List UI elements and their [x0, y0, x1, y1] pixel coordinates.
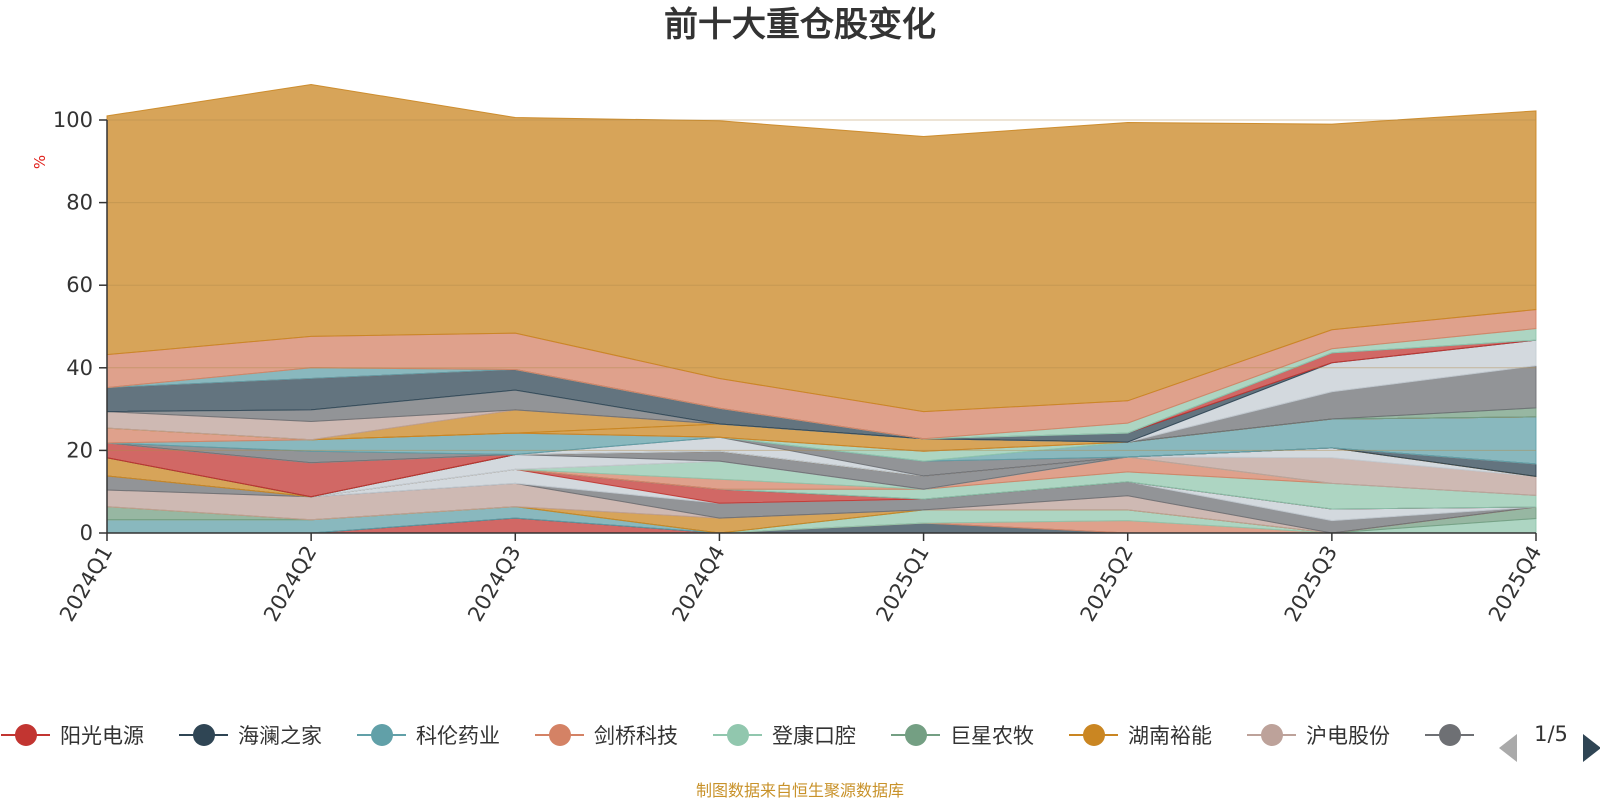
- legend-marker-icon: [727, 724, 749, 746]
- legend-items: 阳光电源 海澜之家 科伦药业 剑桥科技 登康口腔 巨星农牧 湖南裕能 沪电股份 恒: [1, 724, 1505, 748]
- legend-label: 湖南裕能: [1128, 724, 1212, 748]
- x-tick-label: 2024Q3: [463, 542, 525, 626]
- legend-marker-icon: [549, 724, 571, 746]
- data-source-footer: 制图数据来自恒生聚源数据库: [696, 781, 904, 800]
- x-tick-label: 2024Q2: [259, 542, 321, 626]
- y-tick-label: 60: [66, 273, 93, 297]
- y-axis-unit: %: [31, 155, 49, 169]
- y-tick-label: 80: [66, 191, 93, 215]
- x-tick-label: 2025Q2: [1076, 542, 1138, 626]
- legend-marker-icon: [15, 724, 37, 746]
- legend-label: 阳光电源: [60, 724, 144, 748]
- legend-label: 沪电股份: [1306, 724, 1390, 748]
- legend-marker-icon: [193, 724, 215, 746]
- legend-label: 登康口腔: [772, 724, 856, 748]
- y-tick-label: 100: [53, 108, 93, 132]
- x-tick-label: 2024Q1: [55, 542, 117, 626]
- legend-item[interactable]: 阳光电源: [1, 724, 144, 748]
- legend-item[interactable]: 登康口腔: [713, 724, 856, 748]
- legend-item[interactable]: 海澜之家: [179, 724, 322, 748]
- legend-item[interactable]: 沪电股份: [1247, 724, 1390, 748]
- legend-label: 剑桥科技: [594, 724, 678, 748]
- legend-label: 巨星农牧: [950, 724, 1034, 748]
- legend-label: 海澜之家: [238, 724, 322, 748]
- legend-marker-icon: [1083, 724, 1105, 746]
- legend-item[interactable]: 巨星农牧: [891, 724, 1034, 748]
- legend-label: 恒: [1484, 724, 1505, 748]
- area-其他[interactable]: [106, 83, 1537, 413]
- legend-page-indicator: 1/5: [1534, 722, 1568, 746]
- legend-label: 科伦药业: [416, 724, 500, 748]
- legend-item[interactable]: 湖南裕能: [1069, 724, 1212, 748]
- chart-title: 前十大重仓股变化: [664, 5, 936, 45]
- legend: 阳光电源 海澜之家 科伦药业 剑桥科技 登康口腔 巨星农牧 湖南裕能 沪电股份 恒: [1, 724, 1505, 748]
- x-tick-label: 2024Q4: [667, 542, 729, 626]
- area-series-group: [106, 83, 1537, 534]
- legend-next-page-icon[interactable]: [1583, 734, 1600, 762]
- legend-item[interactable]: 剑桥科技: [535, 724, 678, 748]
- legend-pager: 1/5: [1499, 722, 1600, 762]
- x-tick-label: 2025Q3: [1280, 542, 1342, 626]
- legend-prev-page-icon[interactable]: [1499, 734, 1517, 762]
- legend-marker-icon: [905, 724, 927, 746]
- legend-marker-icon: [1261, 724, 1283, 746]
- legend-marker-icon: [371, 724, 393, 746]
- legend-marker-icon: [1439, 724, 1461, 746]
- x-tick-label: 2025Q1: [871, 542, 933, 626]
- x-tick-label: 2025Q4: [1484, 542, 1546, 626]
- legend-item[interactable]: 恒: [1425, 724, 1505, 748]
- y-tick-label: 0: [80, 521, 93, 545]
- y-tick-label: 40: [66, 356, 93, 380]
- grid-lines: [107, 119, 1536, 451]
- y-tick-label: 20: [66, 438, 93, 462]
- legend-item[interactable]: 科伦药业: [357, 724, 500, 748]
